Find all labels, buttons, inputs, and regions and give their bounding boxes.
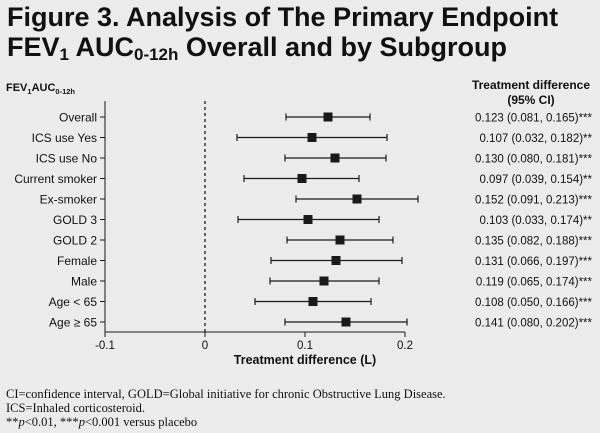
x-tick-label-1: 0: [202, 340, 208, 352]
footnote-3: **p<0.01, ***p<0.001 versus placebo: [6, 415, 446, 429]
footnote-3-p-1: p: [18, 415, 25, 429]
estimate-marker-1: [307, 133, 317, 142]
estimate-marker-2: [330, 153, 340, 163]
footnote-3-p-2: p: [78, 415, 85, 429]
estimate-marker-0: [323, 112, 333, 122]
title-sub-1: 1: [59, 45, 69, 64]
x-axis-label: Treatment difference (L): [234, 353, 376, 367]
figure-title-line-1: Figure 3. Analysis of The Primary Endpoi…: [7, 2, 559, 32]
x-tick-label-3: 0.2: [397, 340, 413, 352]
ci-text-3: 0.097 (0.039, 0.154)**: [479, 174, 592, 186]
row-label-9: Age < 65: [49, 295, 98, 309]
row-label-2: ICS use No: [36, 152, 98, 166]
footnote-1: CI=confidence interval, GOLD=Global init…: [6, 387, 446, 401]
x-tick-label-0: -0.1: [95, 340, 115, 352]
ci-text-0: 0.123 (0.081, 0.165)***: [475, 113, 593, 125]
ci-text-1: 0.107 (0.032, 0.182)**: [479, 133, 592, 145]
footnote-3-mid: <0.01, ***: [24, 415, 79, 429]
row-label-6: GOLD 2: [53, 234, 97, 248]
ci-text-9: 0.108 (0.050, 0.166)***: [475, 297, 593, 309]
ci-header-line-2: (95% CI): [507, 93, 554, 107]
row-label-1: ICS use Yes: [32, 131, 97, 145]
row-label-7: Female: [57, 254, 97, 268]
estimate-marker-3: [297, 174, 307, 183]
row-header: FEV1AUC0-12h: [6, 82, 75, 96]
footnote-3-stars-1: **: [6, 415, 19, 429]
rows: Overall 0.123 (0.081, 0.165)*** ICS use Ye…: [14, 111, 592, 330]
title-fev: FEV: [7, 32, 60, 62]
ci-text-5: 0.103 (0.033, 0.174)**: [479, 215, 592, 227]
footnote-3-end: <0.001 versus placebo: [84, 415, 198, 429]
footnotes: CI=confidence interval, GOLD=Global init…: [6, 387, 446, 429]
row-label-3: Current smoker: [14, 172, 97, 186]
estimate-marker-9: [308, 297, 318, 306]
row-label-0: Overall: [59, 111, 97, 125]
title-suffix: Overall and by Subgroup: [178, 32, 507, 62]
footnote-2: ICS=Inhaled corticosteroid.: [6, 401, 145, 415]
axes: -0.1 0 0.1 0.2: [95, 101, 413, 352]
row-label-5: GOLD 3: [53, 213, 97, 227]
ci-text-7: 0.131 (0.066, 0.197)***: [475, 256, 593, 268]
figure-title-line-2: FEV1 AUC0-12h Overall and by Subgroup: [7, 32, 558, 64]
row-label-10: Age ≥ 65: [49, 316, 97, 330]
ci-text-10: 0.141 (0.080, 0.202)***: [475, 318, 593, 330]
estimate-marker-6: [335, 235, 345, 245]
ci-header-line-1: Treatment difference: [472, 78, 590, 92]
estimate-marker-5: [303, 215, 313, 224]
ci-text-4: 0.152 (0.091, 0.213)***: [475, 195, 593, 207]
title-sub-2: 0-12h: [133, 45, 179, 64]
title-auc: AUC: [68, 32, 134, 62]
row-label-8: Male: [71, 275, 97, 289]
estimate-marker-8: [319, 276, 329, 286]
ci-text-8: 0.119 (0.065, 0.174)***: [476, 277, 593, 289]
x-tick-label-2: 0.1: [297, 340, 313, 352]
ci-text-6: 0.135 (0.082, 0.188)***: [475, 236, 593, 248]
estimate-marker-4: [352, 194, 362, 204]
estimate-marker-7: [331, 256, 341, 265]
figure-title: Figure 3. Analysis of The Primary Endpoi…: [7, 2, 559, 64]
estimate-marker-10: [341, 317, 351, 327]
row-label-4: Ex-smoker: [40, 193, 97, 207]
ci-text-2: 0.130 (0.080, 0.181)***: [475, 154, 593, 166]
